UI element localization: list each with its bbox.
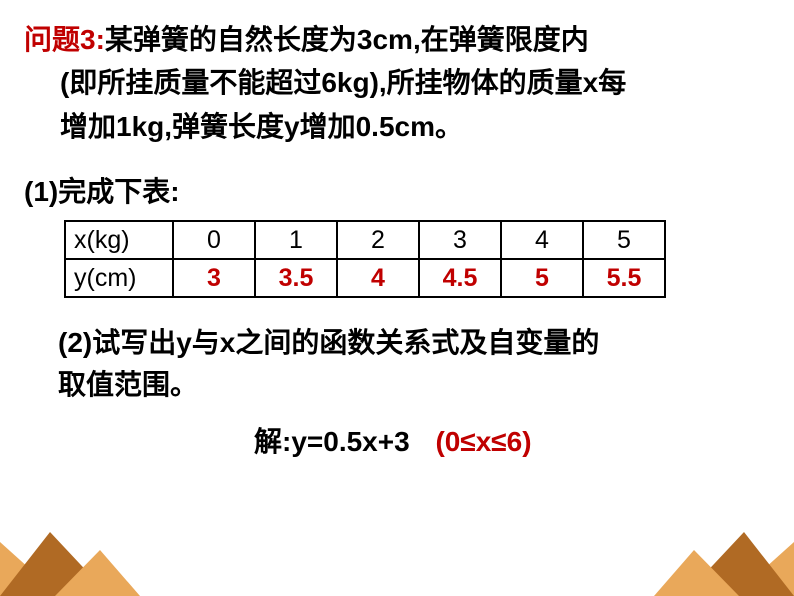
answer-equation: 解:y=0.5x+3 bbox=[254, 426, 410, 457]
table-row: y(cm) 3 3.5 4 4.5 5 5.5 bbox=[65, 259, 665, 297]
y-cell: 3 bbox=[173, 259, 255, 297]
data-table: x(kg) 0 1 2 3 4 5 y(cm) 3 3.5 4 4.5 5 5.… bbox=[64, 220, 666, 298]
problem-text-1: 某弹簧的自然长度为3cm,在弹簧限度内 bbox=[105, 24, 589, 55]
part2-line1: (2)试写出y与x之间的函数关系式及自变量的 bbox=[58, 327, 599, 358]
problem-text-2: (即所挂质量不能超过6kg),所挂物体的质量x每 bbox=[60, 67, 626, 98]
problem-statement: 问题3:某弹簧的自然长度为3cm,在弹簧限度内 (即所挂质量不能超过6kg),所… bbox=[24, 18, 770, 148]
y-cell: 3.5 bbox=[255, 259, 337, 297]
answer: 解:y=0.5x+3 (0≤x≤6) bbox=[24, 420, 770, 460]
x-cell: 1 bbox=[255, 221, 337, 259]
y-cell: 4 bbox=[337, 259, 419, 297]
triangle-icon bbox=[0, 532, 140, 596]
x-cell: 5 bbox=[583, 221, 665, 259]
row-header-x: x(kg) bbox=[65, 221, 173, 259]
decoration bbox=[0, 532, 794, 596]
y-cell: 4.5 bbox=[419, 259, 501, 297]
part1-label: (1)完成下表: bbox=[24, 170, 770, 210]
part2-text: (2)试写出y与x之间的函数关系式及自变量的 取值范围。 bbox=[24, 322, 770, 406]
x-cell: 3 bbox=[419, 221, 501, 259]
problem-text-3: 增加1kg,弹簧长度y增加0.5cm。 bbox=[60, 111, 463, 142]
triangle-icon bbox=[654, 532, 794, 596]
y-cell: 5 bbox=[501, 259, 583, 297]
part2-line2: 取值范围。 bbox=[58, 369, 198, 400]
row-header-y: y(cm) bbox=[65, 259, 173, 297]
table-row: x(kg) 0 1 2 3 4 5 bbox=[65, 221, 665, 259]
x-cell: 2 bbox=[337, 221, 419, 259]
problem-label: 问题3: bbox=[24, 24, 105, 55]
x-cell: 0 bbox=[173, 221, 255, 259]
x-cell: 4 bbox=[501, 221, 583, 259]
y-cell: 5.5 bbox=[583, 259, 665, 297]
answer-range: (0≤x≤6) bbox=[435, 426, 531, 457]
